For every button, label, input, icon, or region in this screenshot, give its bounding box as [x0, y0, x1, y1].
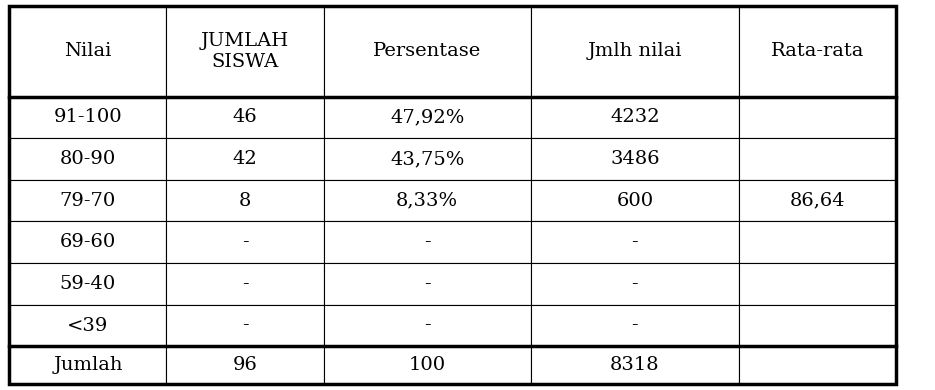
Text: Persentase: Persentase — [373, 42, 482, 60]
Bar — [739, 263, 896, 305]
Text: 8,33%: 8,33% — [396, 191, 458, 210]
Text: -: - — [241, 317, 249, 335]
Text: -: - — [241, 233, 249, 251]
Text: JUMLAH
SISWA: JUMLAH SISWA — [201, 32, 289, 71]
Bar — [739, 97, 896, 138]
Text: 91-100: 91-100 — [53, 108, 122, 126]
Text: 79-70: 79-70 — [60, 191, 116, 210]
Bar — [739, 138, 896, 180]
Bar — [9, 346, 166, 384]
Text: -: - — [631, 233, 639, 251]
Text: 96: 96 — [233, 356, 257, 374]
Text: 46: 46 — [233, 108, 257, 126]
Bar — [9, 6, 166, 97]
Bar — [324, 138, 531, 180]
Bar — [324, 222, 531, 263]
Bar — [9, 305, 166, 346]
Text: -: - — [241, 275, 249, 293]
Bar — [324, 6, 531, 97]
Text: 47,92%: 47,92% — [390, 108, 465, 126]
Text: 4232: 4232 — [610, 108, 660, 126]
Bar — [9, 263, 166, 305]
Text: Jumlah: Jumlah — [53, 356, 122, 374]
Bar — [531, 138, 739, 180]
Text: <39: <39 — [67, 317, 108, 335]
Bar — [531, 6, 739, 97]
Bar — [166, 346, 324, 384]
Text: -: - — [424, 233, 431, 251]
Text: 3486: 3486 — [610, 150, 660, 168]
Bar — [9, 180, 166, 222]
Bar — [531, 180, 739, 222]
Text: 69-60: 69-60 — [60, 233, 116, 251]
Bar — [166, 263, 324, 305]
Text: 600: 600 — [616, 191, 654, 210]
Bar — [166, 180, 324, 222]
Bar — [166, 97, 324, 138]
Bar — [166, 138, 324, 180]
Bar — [531, 263, 739, 305]
Bar — [324, 97, 531, 138]
Bar — [739, 305, 896, 346]
Bar — [531, 222, 739, 263]
Bar — [166, 6, 324, 97]
Text: -: - — [631, 275, 639, 293]
Bar — [531, 97, 739, 138]
Bar — [166, 305, 324, 346]
Bar — [739, 222, 896, 263]
Bar — [739, 346, 896, 384]
Text: 86,64: 86,64 — [789, 191, 845, 210]
Bar — [324, 346, 531, 384]
Text: 8318: 8318 — [610, 356, 660, 374]
Bar — [739, 6, 896, 97]
Text: 100: 100 — [409, 356, 446, 374]
Text: 59-40: 59-40 — [60, 275, 116, 293]
Text: Jmlh nilai: Jmlh nilai — [587, 42, 683, 60]
Bar — [9, 138, 166, 180]
Text: Rata-rata: Rata-rata — [770, 42, 864, 60]
Bar — [324, 263, 531, 305]
Bar — [531, 305, 739, 346]
Text: 8: 8 — [238, 191, 252, 210]
Text: 80-90: 80-90 — [60, 150, 116, 168]
Bar — [9, 222, 166, 263]
Bar — [324, 305, 531, 346]
Bar — [324, 180, 531, 222]
Bar — [739, 180, 896, 222]
Text: -: - — [424, 317, 431, 335]
Bar — [166, 222, 324, 263]
Text: -: - — [424, 275, 431, 293]
Text: 42: 42 — [233, 150, 257, 168]
Text: Nilai: Nilai — [65, 42, 111, 60]
Bar — [531, 346, 739, 384]
Text: 43,75%: 43,75% — [390, 150, 465, 168]
Bar — [9, 97, 166, 138]
Text: -: - — [631, 317, 639, 335]
